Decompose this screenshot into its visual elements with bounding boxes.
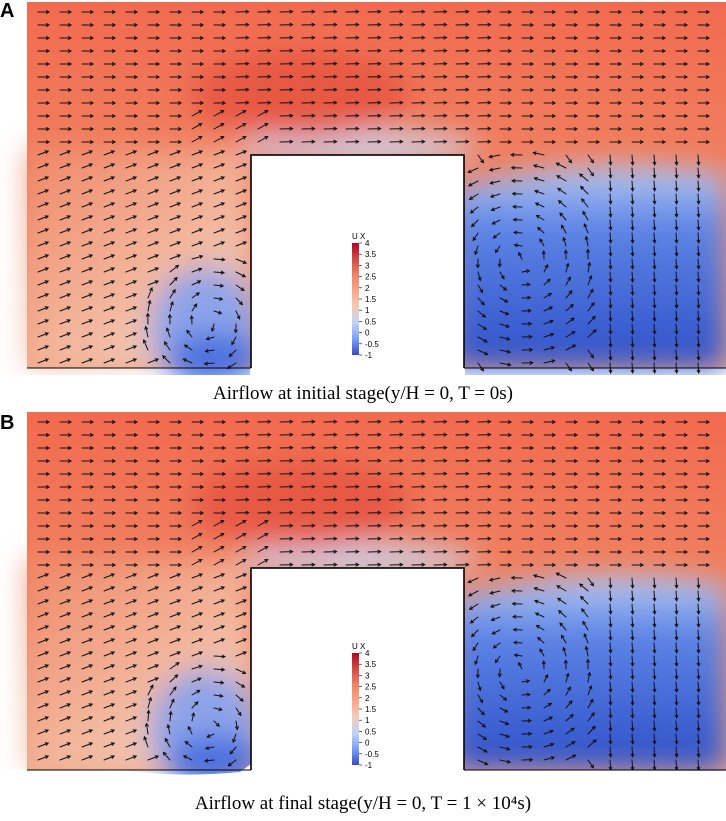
legend-tick: 2.5 xyxy=(365,273,377,282)
legend-tick: 0.5 xyxy=(365,727,377,736)
legend-tick: 0 xyxy=(365,329,370,338)
panel-letter-b: B xyxy=(0,412,15,434)
legend-tick: 0 xyxy=(365,739,370,748)
ux-legend: U X4 3.5 3 2.5 2 1.5 1 0.5 0 -0.5 -1 xyxy=(352,232,379,360)
legend-tick: 3 xyxy=(365,671,370,680)
legend-tick: 2.5 xyxy=(365,683,377,692)
legend-tick: -1 xyxy=(365,761,373,770)
legend-title: U X xyxy=(352,642,366,651)
legend-tick: 1 xyxy=(365,716,370,725)
legend-tick: 3.5 xyxy=(365,250,377,259)
panel-a: U X 4 3.5 3 2.5 2 1.5 1 0.5 0 -0.5 -1 A Airflow at … xyxy=(0,0,726,410)
caption-final: Airflow at final stage(y/H = 0, T = 1 × … xyxy=(194,793,532,814)
legend-tick: 2 xyxy=(365,284,370,293)
caption-initial: Airflow at initial stage(y/H = 0, T = 0s… xyxy=(213,383,513,404)
velocity-field-final: U X4 3.5 3 2.5 2 1.5 1 0.5 0 -0.5 -1 xyxy=(0,412,726,785)
legend-tick: 0.5 xyxy=(365,317,377,326)
legend-tick: 4 xyxy=(365,239,370,248)
legend-tick: -0.5 xyxy=(365,750,379,759)
legend-tick: 2 xyxy=(365,694,370,703)
panel-letter-a: A xyxy=(0,0,15,22)
legend-tick: 3 xyxy=(365,261,370,270)
legend-tick: 1.5 xyxy=(365,295,377,304)
velocity-field-initial: U X4 3.5 3 2.5 2 1.5 1 0.5 0 -0.5 -1 xyxy=(27,2,726,375)
legend-tick: 1.5 xyxy=(365,705,377,714)
legend-title: U X xyxy=(352,232,366,241)
legend-tick: -1 xyxy=(365,351,373,360)
legend-tick: 1 xyxy=(365,306,370,315)
legend-tick: 3.5 xyxy=(365,660,377,669)
legend-tick: -0.5 xyxy=(365,340,379,349)
panel-b: U X 4 3.5 3 2.5 2 1.5 1 0.5 0 -0.5 -1 B Airflow at … xyxy=(0,410,726,821)
ux-legend: U X4 3.5 3 2.5 2 1.5 1 0.5 0 -0.5 -1 xyxy=(352,642,379,770)
legend-tick: 4 xyxy=(365,649,370,658)
